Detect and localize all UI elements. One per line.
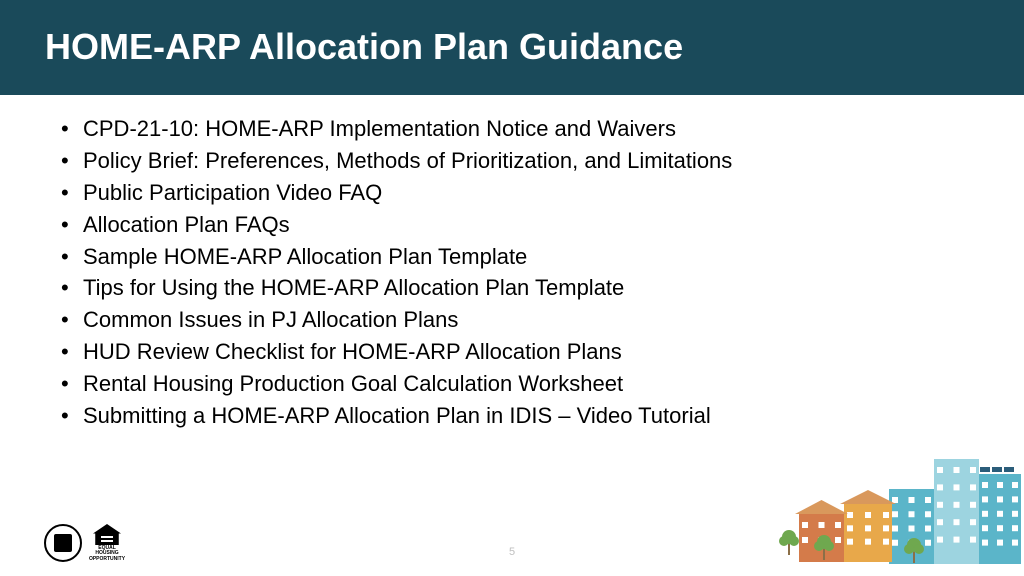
eho-label-1: EQUAL HOUSING xyxy=(88,546,126,556)
list-item: Public Participation Video FAQ xyxy=(55,177,969,209)
page-number: 5 xyxy=(509,546,515,558)
list-item: Policy Brief: Preferences, Methods of Pr… xyxy=(55,145,969,177)
slide-content: CPD-21-10: HOME-ARP Implementation Notic… xyxy=(0,95,1024,432)
list-item: Rental Housing Production Goal Calculati… xyxy=(55,368,969,400)
equal-housing-icon: EQUAL HOUSING OPPORTUNITY xyxy=(88,524,126,562)
slide-footer: EQUAL HOUSING OPPORTUNITY 5 xyxy=(0,514,1024,564)
slide-header: HOME-ARP Allocation Plan Guidance xyxy=(0,0,1024,95)
list-item: HUD Review Checklist for HOME-ARP Alloca… xyxy=(55,336,969,368)
bullet-list: CPD-21-10: HOME-ARP Implementation Notic… xyxy=(55,113,969,432)
list-item: Sample HOME-ARP Allocation Plan Template xyxy=(55,241,969,273)
list-item: Submitting a HOME-ARP Allocation Plan in… xyxy=(55,400,969,432)
list-item: Tips for Using the HOME-ARP Allocation P… xyxy=(55,272,969,304)
hud-seal-icon xyxy=(44,524,82,562)
list-item: CPD-21-10: HOME-ARP Implementation Notic… xyxy=(55,113,969,145)
list-item: Common Issues in PJ Allocation Plans xyxy=(55,304,969,336)
page-title: HOME-ARP Allocation Plan Guidance xyxy=(45,26,683,68)
footer-logos: EQUAL HOUSING OPPORTUNITY xyxy=(44,524,126,562)
cityscape-illustration xyxy=(774,449,1024,564)
list-item: Allocation Plan FAQs xyxy=(55,209,969,241)
eho-label-2: OPPORTUNITY xyxy=(89,557,125,562)
